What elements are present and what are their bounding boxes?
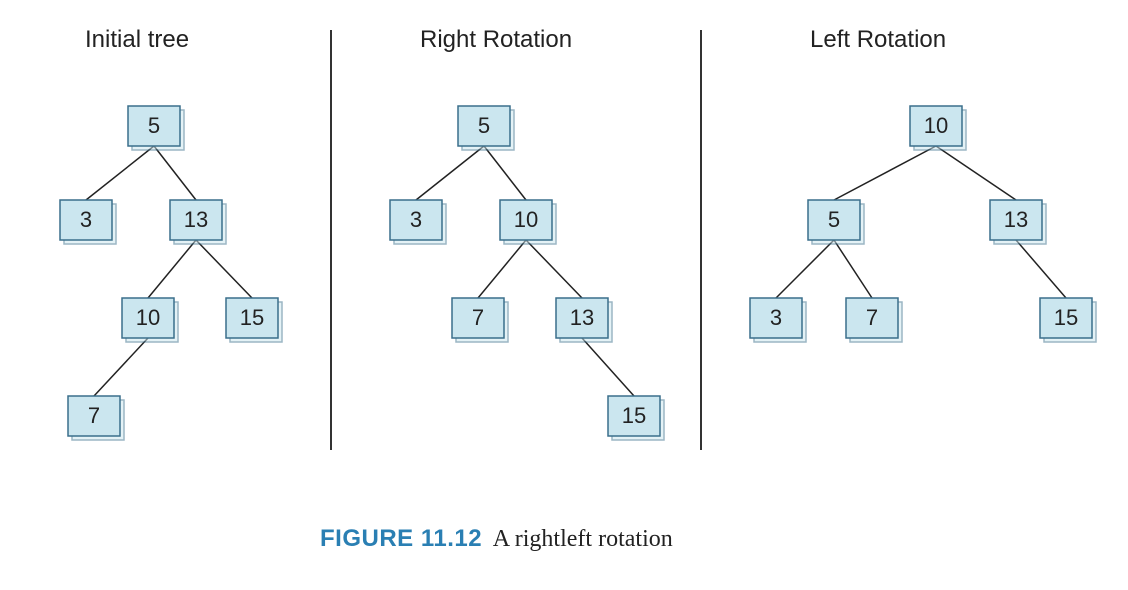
tree-node-label: 13 bbox=[570, 305, 594, 330]
tree-node: 10 bbox=[500, 200, 556, 244]
tree-node-label: 13 bbox=[184, 207, 208, 232]
tree-node-label: 10 bbox=[924, 113, 948, 138]
edge bbox=[478, 240, 526, 298]
edge bbox=[776, 240, 834, 298]
tree-node-label: 7 bbox=[866, 305, 878, 330]
edge bbox=[416, 146, 484, 200]
tree-node: 3 bbox=[390, 200, 446, 244]
edge bbox=[196, 240, 252, 298]
tree-node-label: 3 bbox=[410, 207, 422, 232]
tree-node-label: 7 bbox=[472, 305, 484, 330]
edge bbox=[94, 338, 148, 396]
tree-node: 3 bbox=[60, 200, 116, 244]
tree-node: 7 bbox=[846, 298, 902, 342]
tree-panel-1: 5 3 10 7 13 15 bbox=[360, 50, 740, 480]
edge bbox=[834, 240, 872, 298]
tree-node-label: 10 bbox=[136, 305, 160, 330]
tree-node-label: 7 bbox=[88, 403, 100, 428]
figure-caption-text: A rightleft rotation bbox=[493, 526, 673, 552]
figure-caption: FIGURE 11.12 A rightleft rotation bbox=[320, 525, 673, 553]
tree-node: 15 bbox=[1040, 298, 1096, 342]
tree-node-label: 3 bbox=[770, 305, 782, 330]
tree-node: 10 bbox=[122, 298, 178, 342]
figure-rightleft-rotation: Initial tree531310157Right Rotation53107… bbox=[20, 20, 1108, 570]
tree-node: 15 bbox=[608, 396, 664, 440]
tree-node-label: 3 bbox=[80, 207, 92, 232]
tree-node: 5 bbox=[128, 106, 184, 150]
panel-divider bbox=[330, 30, 332, 450]
tree-node-label: 15 bbox=[1054, 305, 1078, 330]
tree-node: 7 bbox=[452, 298, 508, 342]
tree-node: 13 bbox=[556, 298, 612, 342]
edge bbox=[834, 146, 936, 200]
edge bbox=[484, 146, 526, 200]
edge bbox=[86, 146, 154, 200]
tree-node-label: 5 bbox=[828, 207, 840, 232]
tree-node: 5 bbox=[458, 106, 514, 150]
tree-node: 13 bbox=[170, 200, 226, 244]
tree-node: 5 bbox=[808, 200, 864, 244]
tree-panel-0: 5 3 13 10 15 7 bbox=[30, 50, 410, 480]
tree-node-label: 5 bbox=[148, 113, 160, 138]
tree-node: 7 bbox=[68, 396, 124, 440]
tree-node-label: 10 bbox=[514, 207, 538, 232]
edge bbox=[526, 240, 582, 298]
figure-caption-number: FIGURE 11.12 bbox=[320, 525, 482, 552]
panel-divider bbox=[700, 30, 702, 450]
edge bbox=[936, 146, 1016, 200]
tree-node-label: 15 bbox=[622, 403, 646, 428]
edge bbox=[148, 240, 196, 298]
edge bbox=[582, 338, 634, 396]
tree-node-label: 5 bbox=[478, 113, 490, 138]
tree-node-label: 15 bbox=[240, 305, 264, 330]
tree-node: 13 bbox=[990, 200, 1046, 244]
tree-panel-2: 10 5 13 3 7 15 bbox=[730, 50, 1110, 480]
tree-node: 15 bbox=[226, 298, 282, 342]
edge bbox=[1016, 240, 1066, 298]
edge bbox=[154, 146, 196, 200]
tree-node: 10 bbox=[910, 106, 966, 150]
tree-node: 3 bbox=[750, 298, 806, 342]
tree-node-label: 13 bbox=[1004, 207, 1028, 232]
